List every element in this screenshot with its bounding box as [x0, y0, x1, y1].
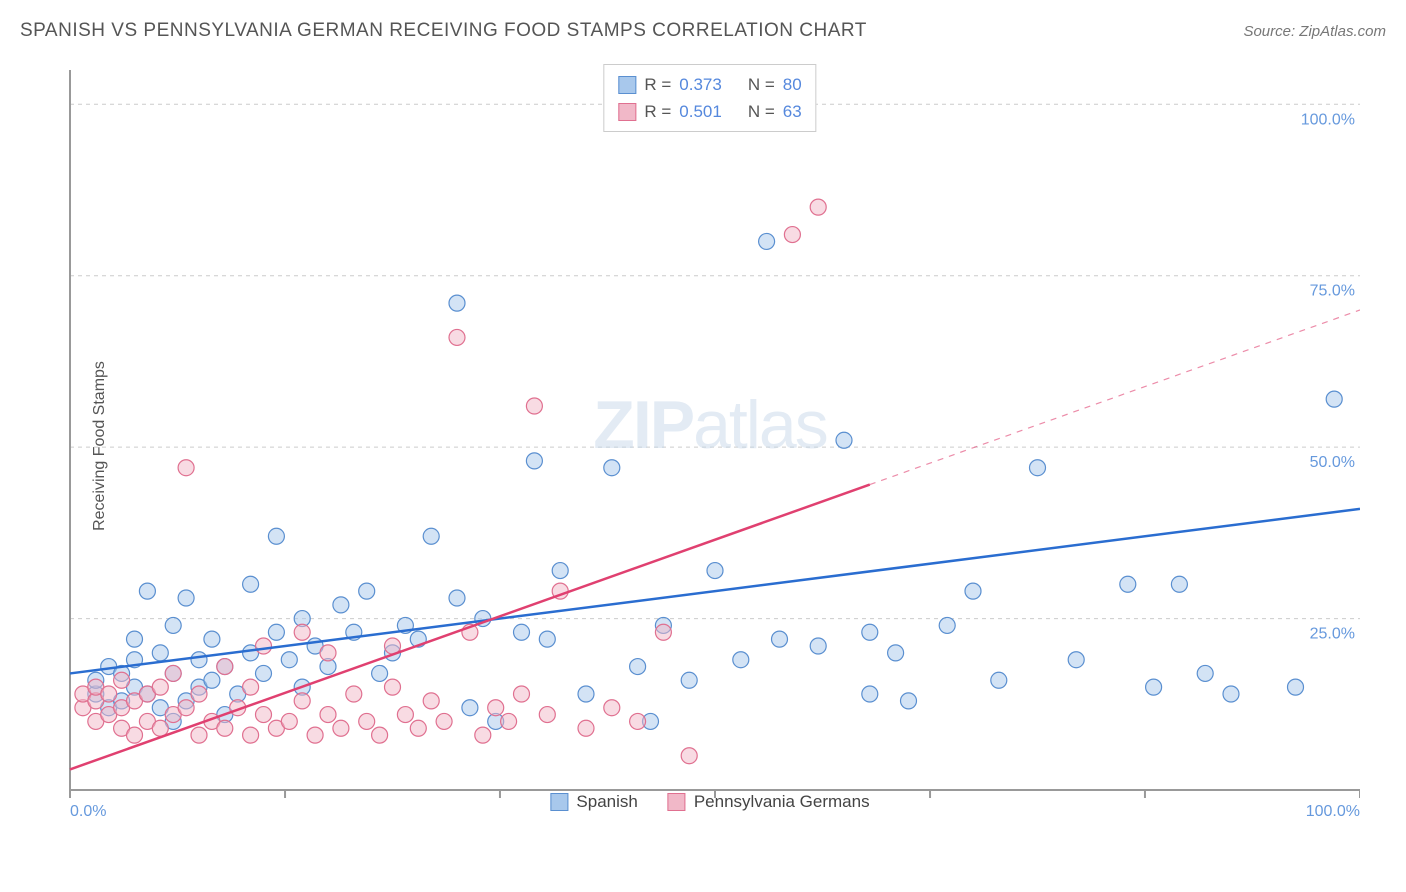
legend-series: Spanish Pennsylvania Germans: [550, 792, 869, 812]
svg-text:50.0%: 50.0%: [1310, 454, 1355, 471]
header: SPANISH VS PENNSYLVANIA GERMAN RECEIVING…: [20, 20, 1386, 42]
chart-title: SPANISH VS PENNSYLVANIA GERMAN RECEIVING…: [20, 20, 867, 42]
scatter-chart: 25.0% 50.0% 75.0% 100.0% 0.0% 100.0%: [60, 60, 1360, 820]
legend-stats: R = 0.373 N = 80 R = 0.501 N = 63: [603, 64, 816, 132]
chart-area: 25.0%50.0%75.0%100.0%0.0%100.0% ZIPatlas…: [60, 60, 1360, 820]
legend-item-penn-german: Pennsylvania Germans: [668, 792, 870, 812]
svg-text:75.0%: 75.0%: [1310, 283, 1355, 300]
swatch-penn-german-icon: [668, 793, 686, 811]
swatch-spanish: [618, 76, 636, 94]
legend-item-spanish: Spanish: [550, 792, 637, 812]
source-label: Source: ZipAtlas.com: [1243, 23, 1386, 40]
svg-text:100.0%: 100.0%: [1301, 111, 1355, 128]
swatch-penn-german: [618, 103, 636, 121]
legend-stats-row-2: R = 0.501 N = 63: [618, 98, 801, 125]
svg-text:100.0%: 100.0%: [1306, 803, 1360, 820]
svg-text:0.0%: 0.0%: [70, 803, 106, 820]
legend-stats-row-1: R = 0.373 N = 80: [618, 71, 801, 98]
swatch-spanish-icon: [550, 793, 568, 811]
svg-text:25.0%: 25.0%: [1310, 626, 1355, 643]
